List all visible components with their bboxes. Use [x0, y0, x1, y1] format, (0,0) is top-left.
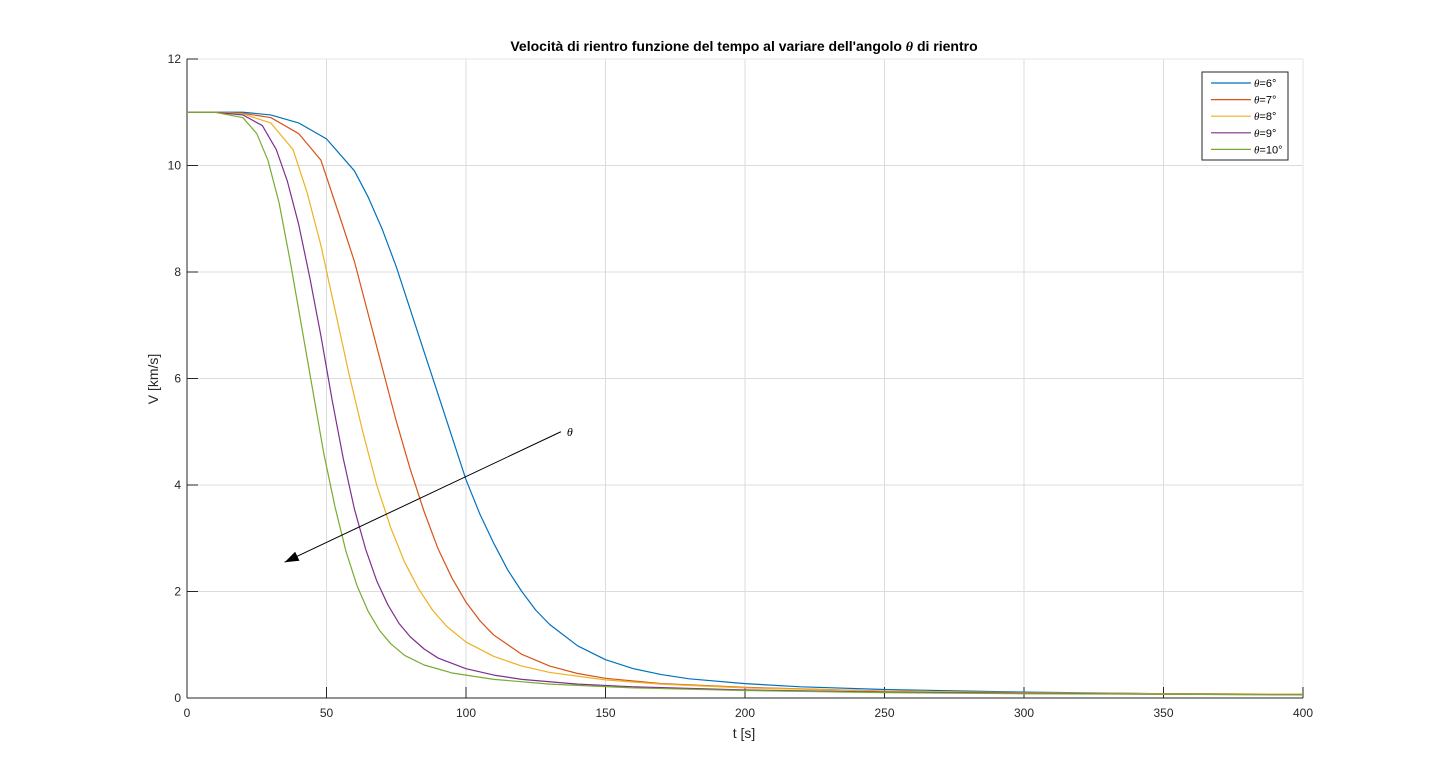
y-axis-label: V [km/s]: [145, 354, 161, 405]
y-tick-label: 10: [168, 159, 182, 173]
y-tick-label: 0: [174, 691, 181, 705]
x-tick-label: 50: [320, 706, 334, 720]
x-tick-label: 350: [1153, 706, 1173, 720]
legend-symbol: θ: [1254, 78, 1260, 90]
x-tick-label: 400: [1293, 706, 1313, 720]
legend: θ=6°θ=7°θ=8°θ=9°θ=10°: [1201, 71, 1289, 161]
legend-symbol: θ: [1254, 128, 1260, 140]
annotation-arrow-line: [284, 431, 562, 563]
annotation-label: θ: [567, 425, 573, 439]
legend-symbol: θ: [1254, 95, 1260, 107]
series-line-1: [187, 111, 1304, 695]
series-line-3: [187, 111, 1304, 695]
legend-symbol: θ: [1254, 111, 1260, 123]
legend-entry-label: θ=6°: [1254, 78, 1276, 90]
y-tick-label: 4: [174, 478, 181, 492]
annotation-arrow-head: [284, 551, 300, 563]
legend-entry-label: θ=8°: [1254, 111, 1276, 123]
legend-suffix: =10°: [1259, 144, 1282, 156]
legend-entry-label: θ=10°: [1254, 144, 1282, 156]
legend-suffix: =7°: [1259, 95, 1276, 107]
legend-entry-label: θ=7°: [1254, 95, 1276, 107]
x-tick-label: 100: [456, 706, 476, 720]
legend-suffix: =8°: [1259, 111, 1276, 123]
y-tick-label: 12: [168, 52, 182, 66]
x-tick-label: 0: [184, 706, 191, 720]
x-tick-label: 250: [874, 706, 894, 720]
x-tick-label: 150: [595, 706, 615, 720]
y-tick-label: 8: [174, 265, 181, 279]
grid: [187, 59, 1303, 698]
y-tick-label: 6: [174, 372, 181, 386]
legend-entry-label: θ=9°: [1254, 128, 1276, 140]
series-line-5: [187, 111, 1304, 696]
legend-symbol: θ: [1254, 144, 1260, 156]
x-axis-label: t [s]: [733, 725, 756, 741]
legend-suffix: =9°: [1259, 128, 1276, 140]
y-tick-label: 2: [174, 585, 181, 599]
x-tick-label: 300: [1014, 706, 1034, 720]
x-tick-label: 200: [735, 706, 755, 720]
series-layer: [187, 111, 1304, 696]
legend-suffix: =6°: [1259, 78, 1276, 90]
annotation: θ: [284, 425, 573, 563]
chart-title: Velocità di rientro funzione del tempo a…: [510, 38, 977, 55]
axes: 0 50 100 150 200 250 300 350 400 0 2 4 6 8 10 12: [168, 52, 1314, 720]
series-line-4: [187, 111, 1304, 696]
